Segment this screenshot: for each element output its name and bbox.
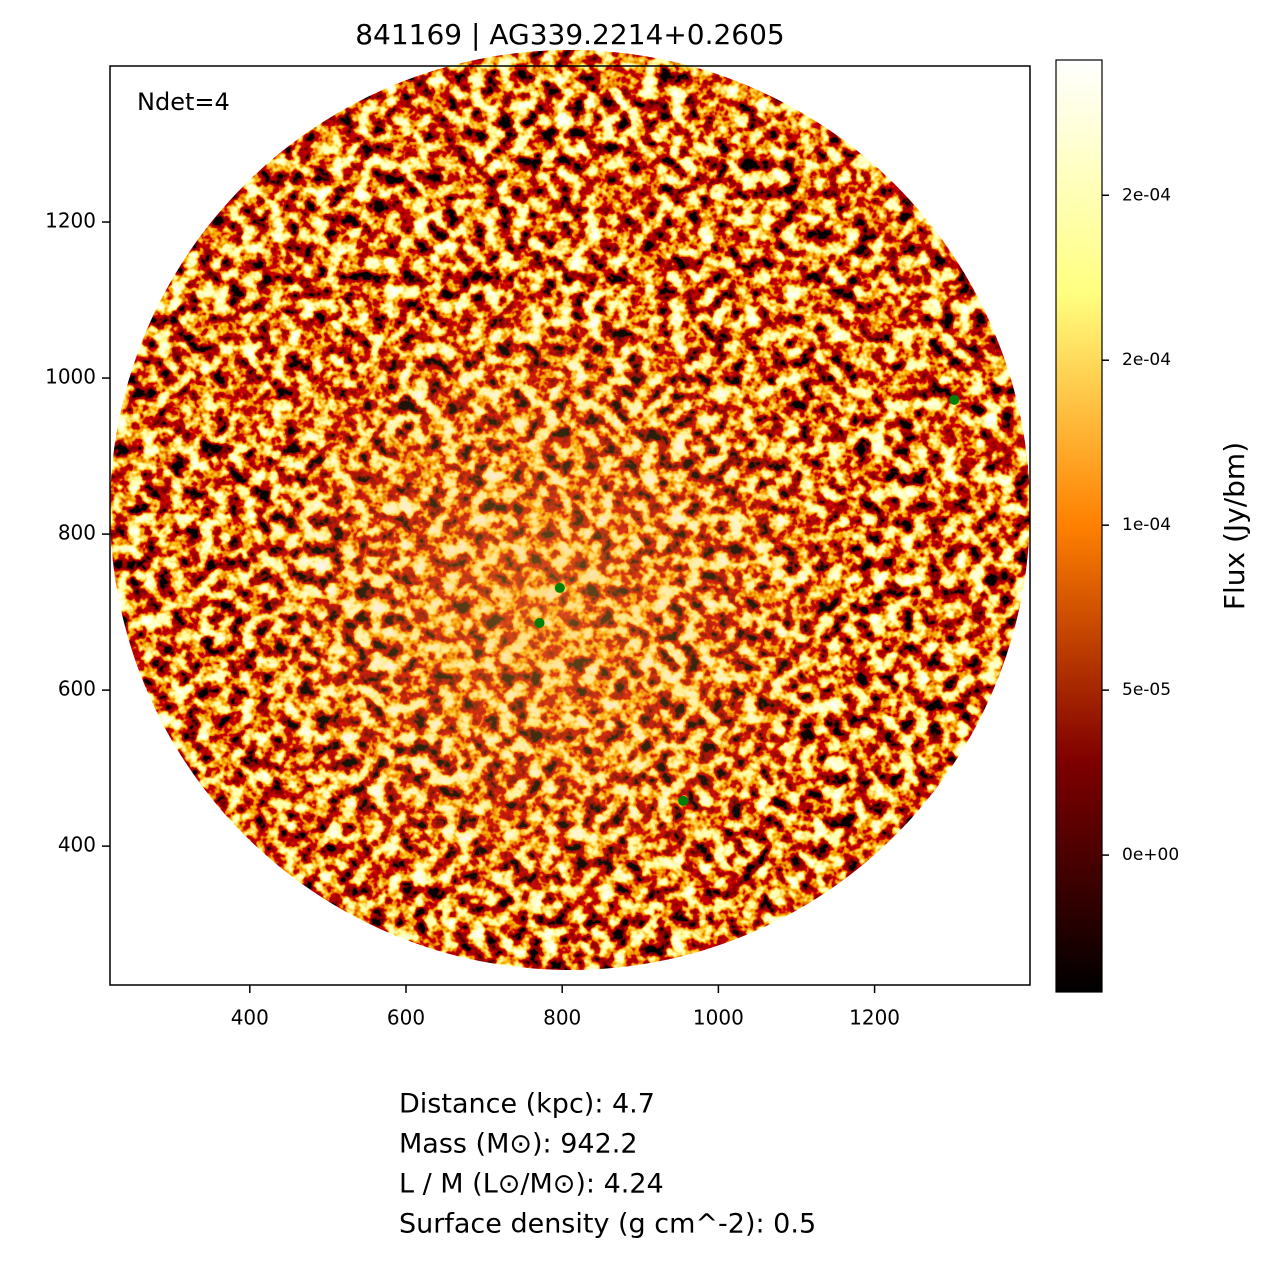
colorbar: [1055, 59, 1103, 993]
info-line: L / M (L⊙/M⊙): 4.24: [399, 1169, 664, 1200]
y-tick-label: 800: [58, 521, 96, 545]
detection-point: [949, 394, 960, 405]
flux-image: [110, 50, 1030, 970]
colorbar-tick-label: 2e-04: [1122, 350, 1171, 370]
detection-point: [554, 582, 565, 593]
axes-frame: [109, 65, 1031, 986]
x-tick-label: 1000: [693, 1006, 744, 1030]
detection-point: [534, 618, 545, 629]
info-line: Surface density (g cm^-2): 0.5: [399, 1209, 816, 1240]
y-tick-label: 1000: [45, 365, 96, 389]
x-tick-label: 800: [543, 1006, 581, 1030]
info-block: Distance (kpc): 4.7 Mass (M⊙): 942.2 L / M…: [399, 1089, 816, 1240]
info-line: Mass (M⊙): 942.2: [399, 1129, 638, 1160]
annotation: Ndet=4: [137, 88, 230, 116]
y-tick-label: 400: [58, 833, 96, 857]
detection-point: [678, 795, 689, 806]
y-tick-label: 600: [58, 677, 96, 701]
x-tick-label: 600: [387, 1006, 425, 1030]
colorbar-label: Flux (Jy/bm): [1218, 442, 1251, 610]
info-line: Distance (kpc): 4.7: [399, 1089, 655, 1120]
colorbar-tick-label: 5e-05: [1122, 680, 1171, 700]
y-tick-label: 1200: [45, 209, 96, 233]
x-tick-label: 400: [231, 1006, 269, 1030]
colorbar-tick-label: 0e+00: [1122, 845, 1179, 865]
x-tick-label: 1200: [849, 1006, 900, 1030]
chart-title: 841169 | AG339.2214+0.2605: [355, 18, 785, 51]
colorbar-tick-label: 2e-04: [1122, 185, 1171, 205]
colorbar-tick-label: 1e-04: [1122, 515, 1171, 535]
